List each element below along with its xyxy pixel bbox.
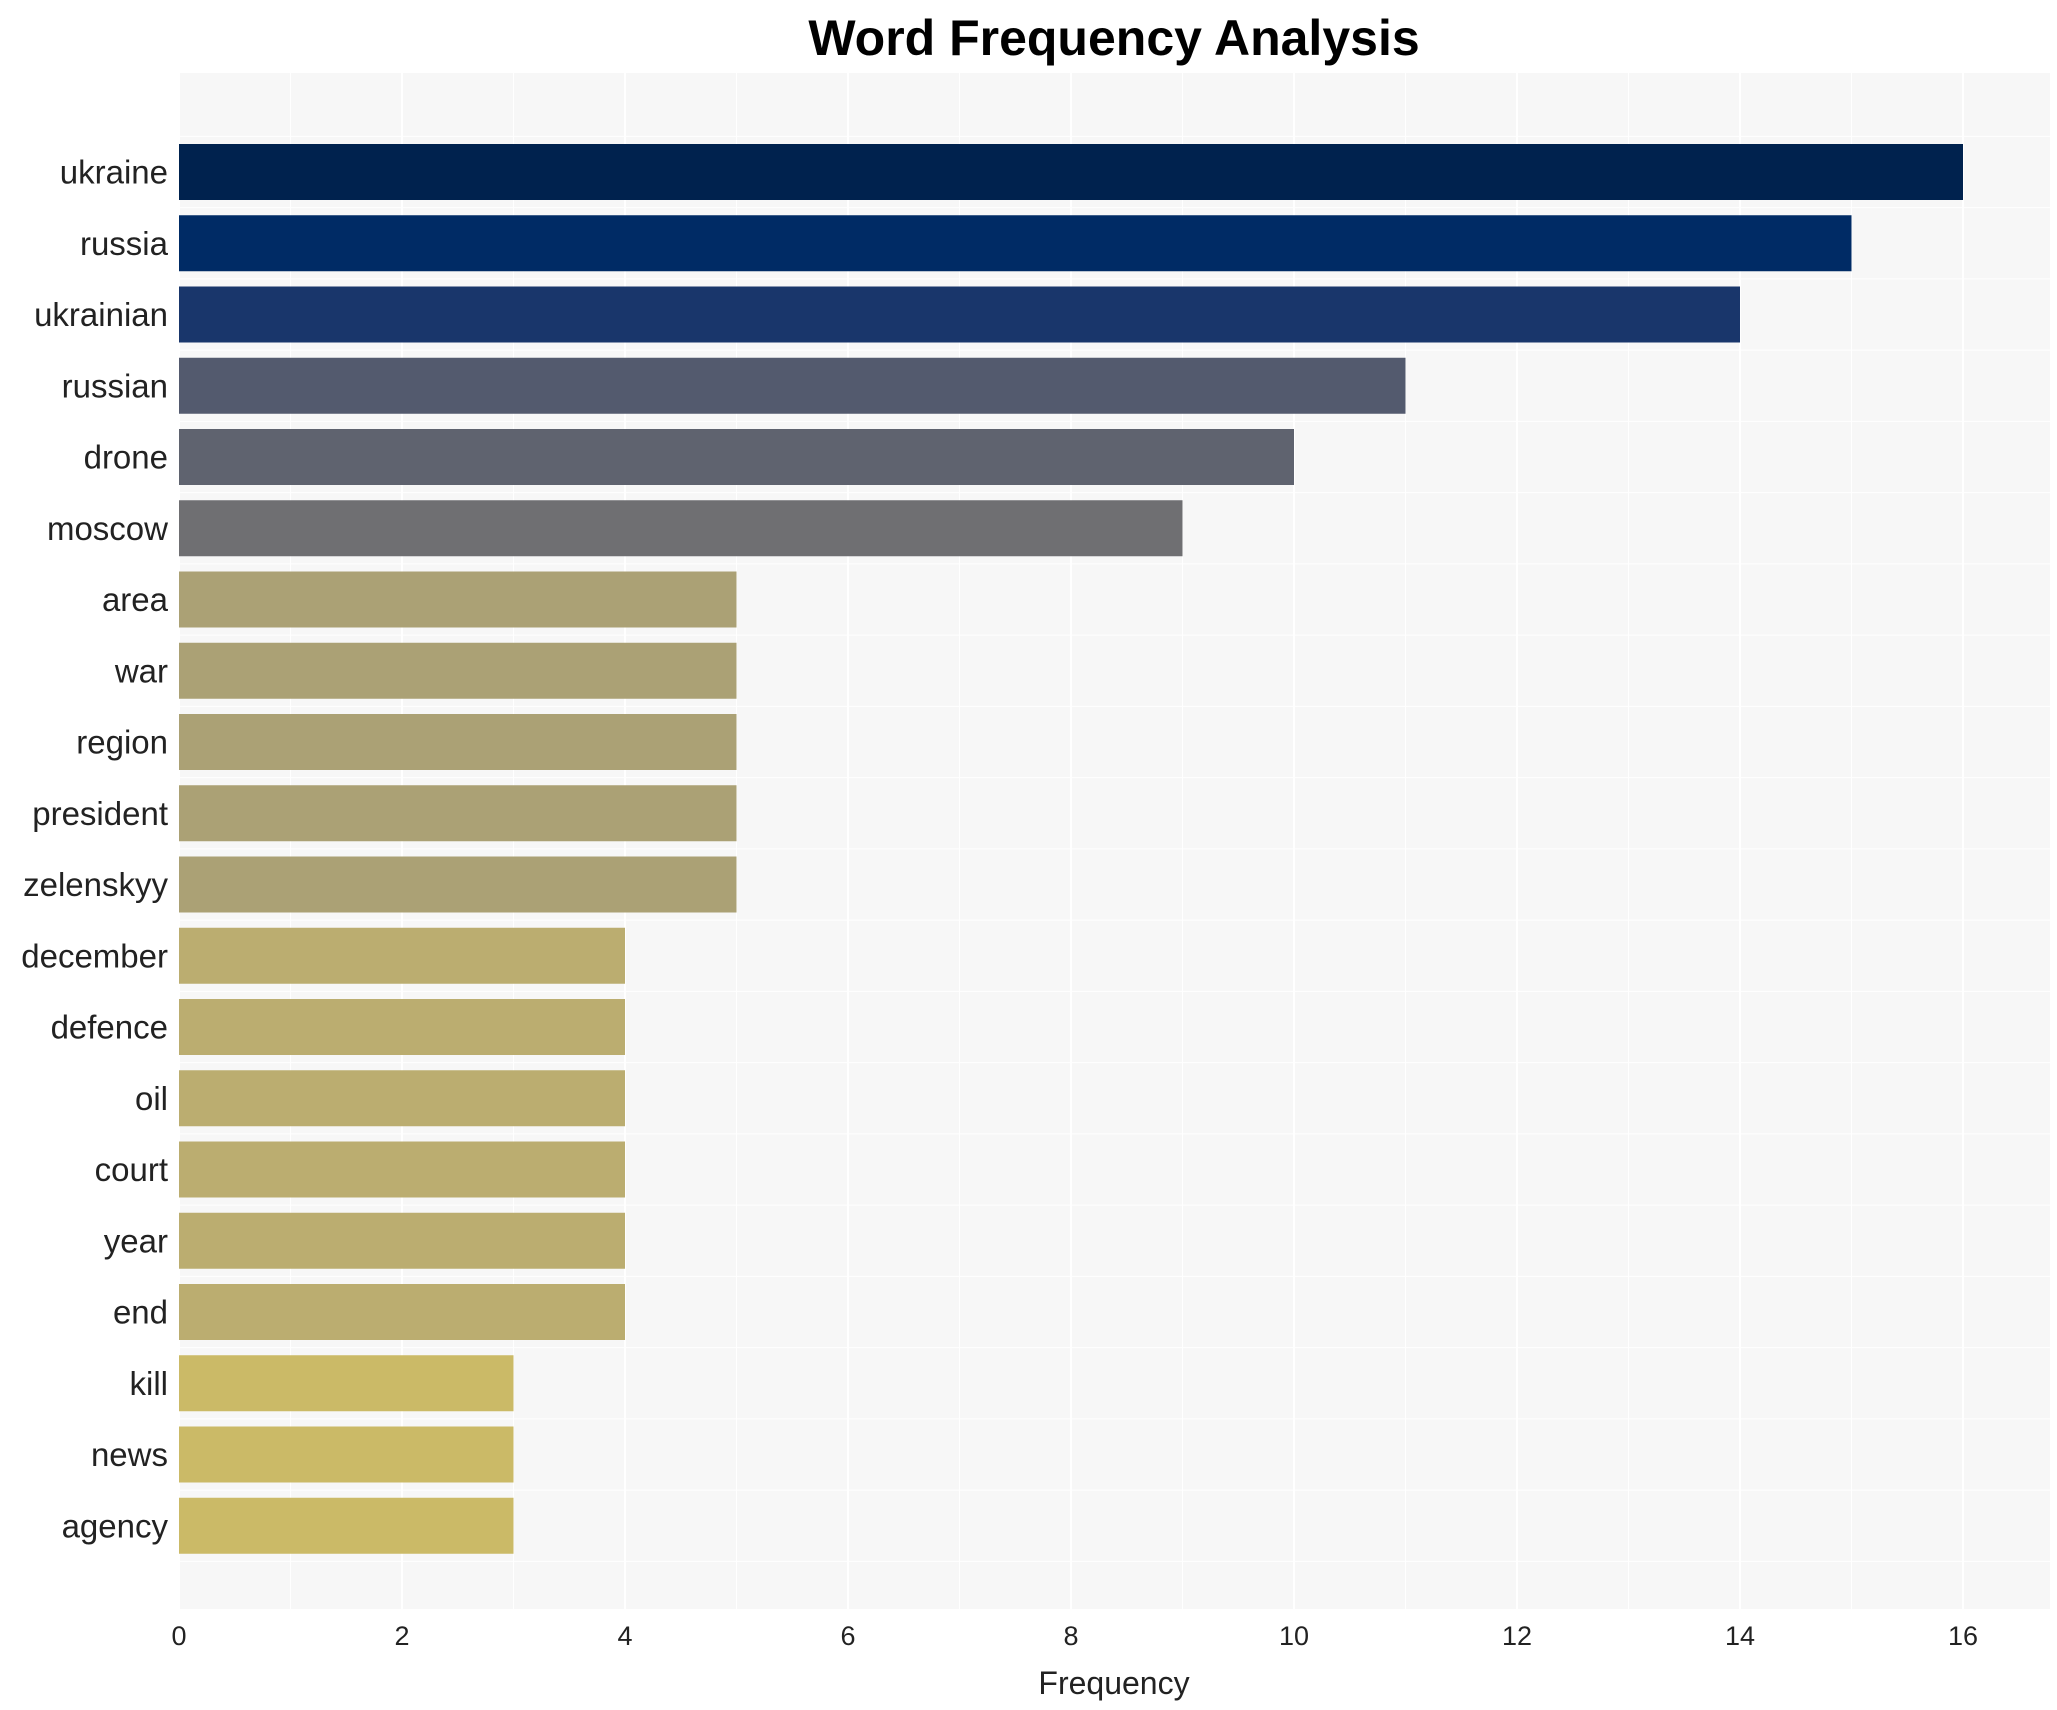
x-tick-label-12: 12: [1502, 1621, 1532, 1651]
bar-president: [179, 785, 737, 842]
bars: [179, 144, 1963, 1554]
x-tick-label-10: 10: [1279, 1621, 1309, 1651]
category-label-kill: kill: [130, 1365, 169, 1402]
bar-defence: [179, 999, 625, 1055]
category-label-president: president: [32, 795, 168, 832]
category-label-russia: russia: [80, 225, 169, 262]
category-label-russian: russian: [62, 367, 168, 404]
bar-area: [179, 571, 737, 628]
category-label-ukrainian: ukrainian: [34, 296, 168, 333]
bar-news: [179, 1426, 514, 1483]
x-tick-label-14: 14: [1725, 1621, 1755, 1651]
bar-ukrainian: [179, 286, 1740, 343]
category-label-zelenskyy: zelenskyy: [23, 866, 168, 903]
x-tick-label-6: 6: [840, 1621, 855, 1651]
bar-moscow: [179, 500, 1183, 557]
category-label-war: war: [114, 652, 168, 689]
category-label-news: news: [91, 1436, 168, 1473]
bar-december: [179, 927, 625, 984]
bar-war: [179, 642, 737, 699]
bar-ukraine: [179, 144, 1963, 200]
category-label-year: year: [104, 1222, 168, 1259]
category-label-december: december: [21, 937, 168, 974]
bar-end: [179, 1284, 625, 1340]
bar-year: [179, 1212, 625, 1269]
category-label-moscow: moscow: [47, 510, 168, 547]
x-tick-label-8: 8: [1063, 1621, 1078, 1651]
bar-oil: [179, 1070, 625, 1127]
category-label-region: region: [76, 724, 168, 761]
category-label-ukraine: ukraine: [60, 154, 168, 191]
bar-russian: [179, 357, 1406, 414]
bar-russia: [179, 215, 1852, 272]
category-label-agency: agency: [62, 1507, 169, 1544]
category-label-defence: defence: [51, 1009, 168, 1046]
category-label-area: area: [102, 581, 169, 618]
bar-kill: [179, 1355, 514, 1412]
category-label-end: end: [113, 1294, 168, 1331]
x-tick-label-16: 16: [1948, 1621, 1978, 1651]
x-tick-label-4: 4: [617, 1621, 632, 1651]
x-tick-labels: 0 2 4 6 8 10 12 14 16: [171, 1621, 1978, 1651]
bar-court: [179, 1141, 625, 1198]
category-label-drone: drone: [84, 439, 168, 476]
bar-region: [179, 714, 737, 770]
chart-title: Word Frequency Analysis: [808, 10, 1419, 66]
category-label-court: court: [95, 1151, 168, 1188]
bar-drone: [179, 429, 1294, 485]
category-labels: ukraine russia ukrainian russian drone moscow…: [21, 154, 168, 1545]
x-tick-label-2: 2: [394, 1621, 409, 1651]
category-label-oil: oil: [135, 1080, 168, 1117]
x-axis-label: Frequency: [1038, 1665, 1189, 1701]
bar-zelenskyy: [179, 856, 737, 913]
bar-agency: [179, 1497, 514, 1554]
x-tick-label-0: 0: [171, 1621, 186, 1651]
